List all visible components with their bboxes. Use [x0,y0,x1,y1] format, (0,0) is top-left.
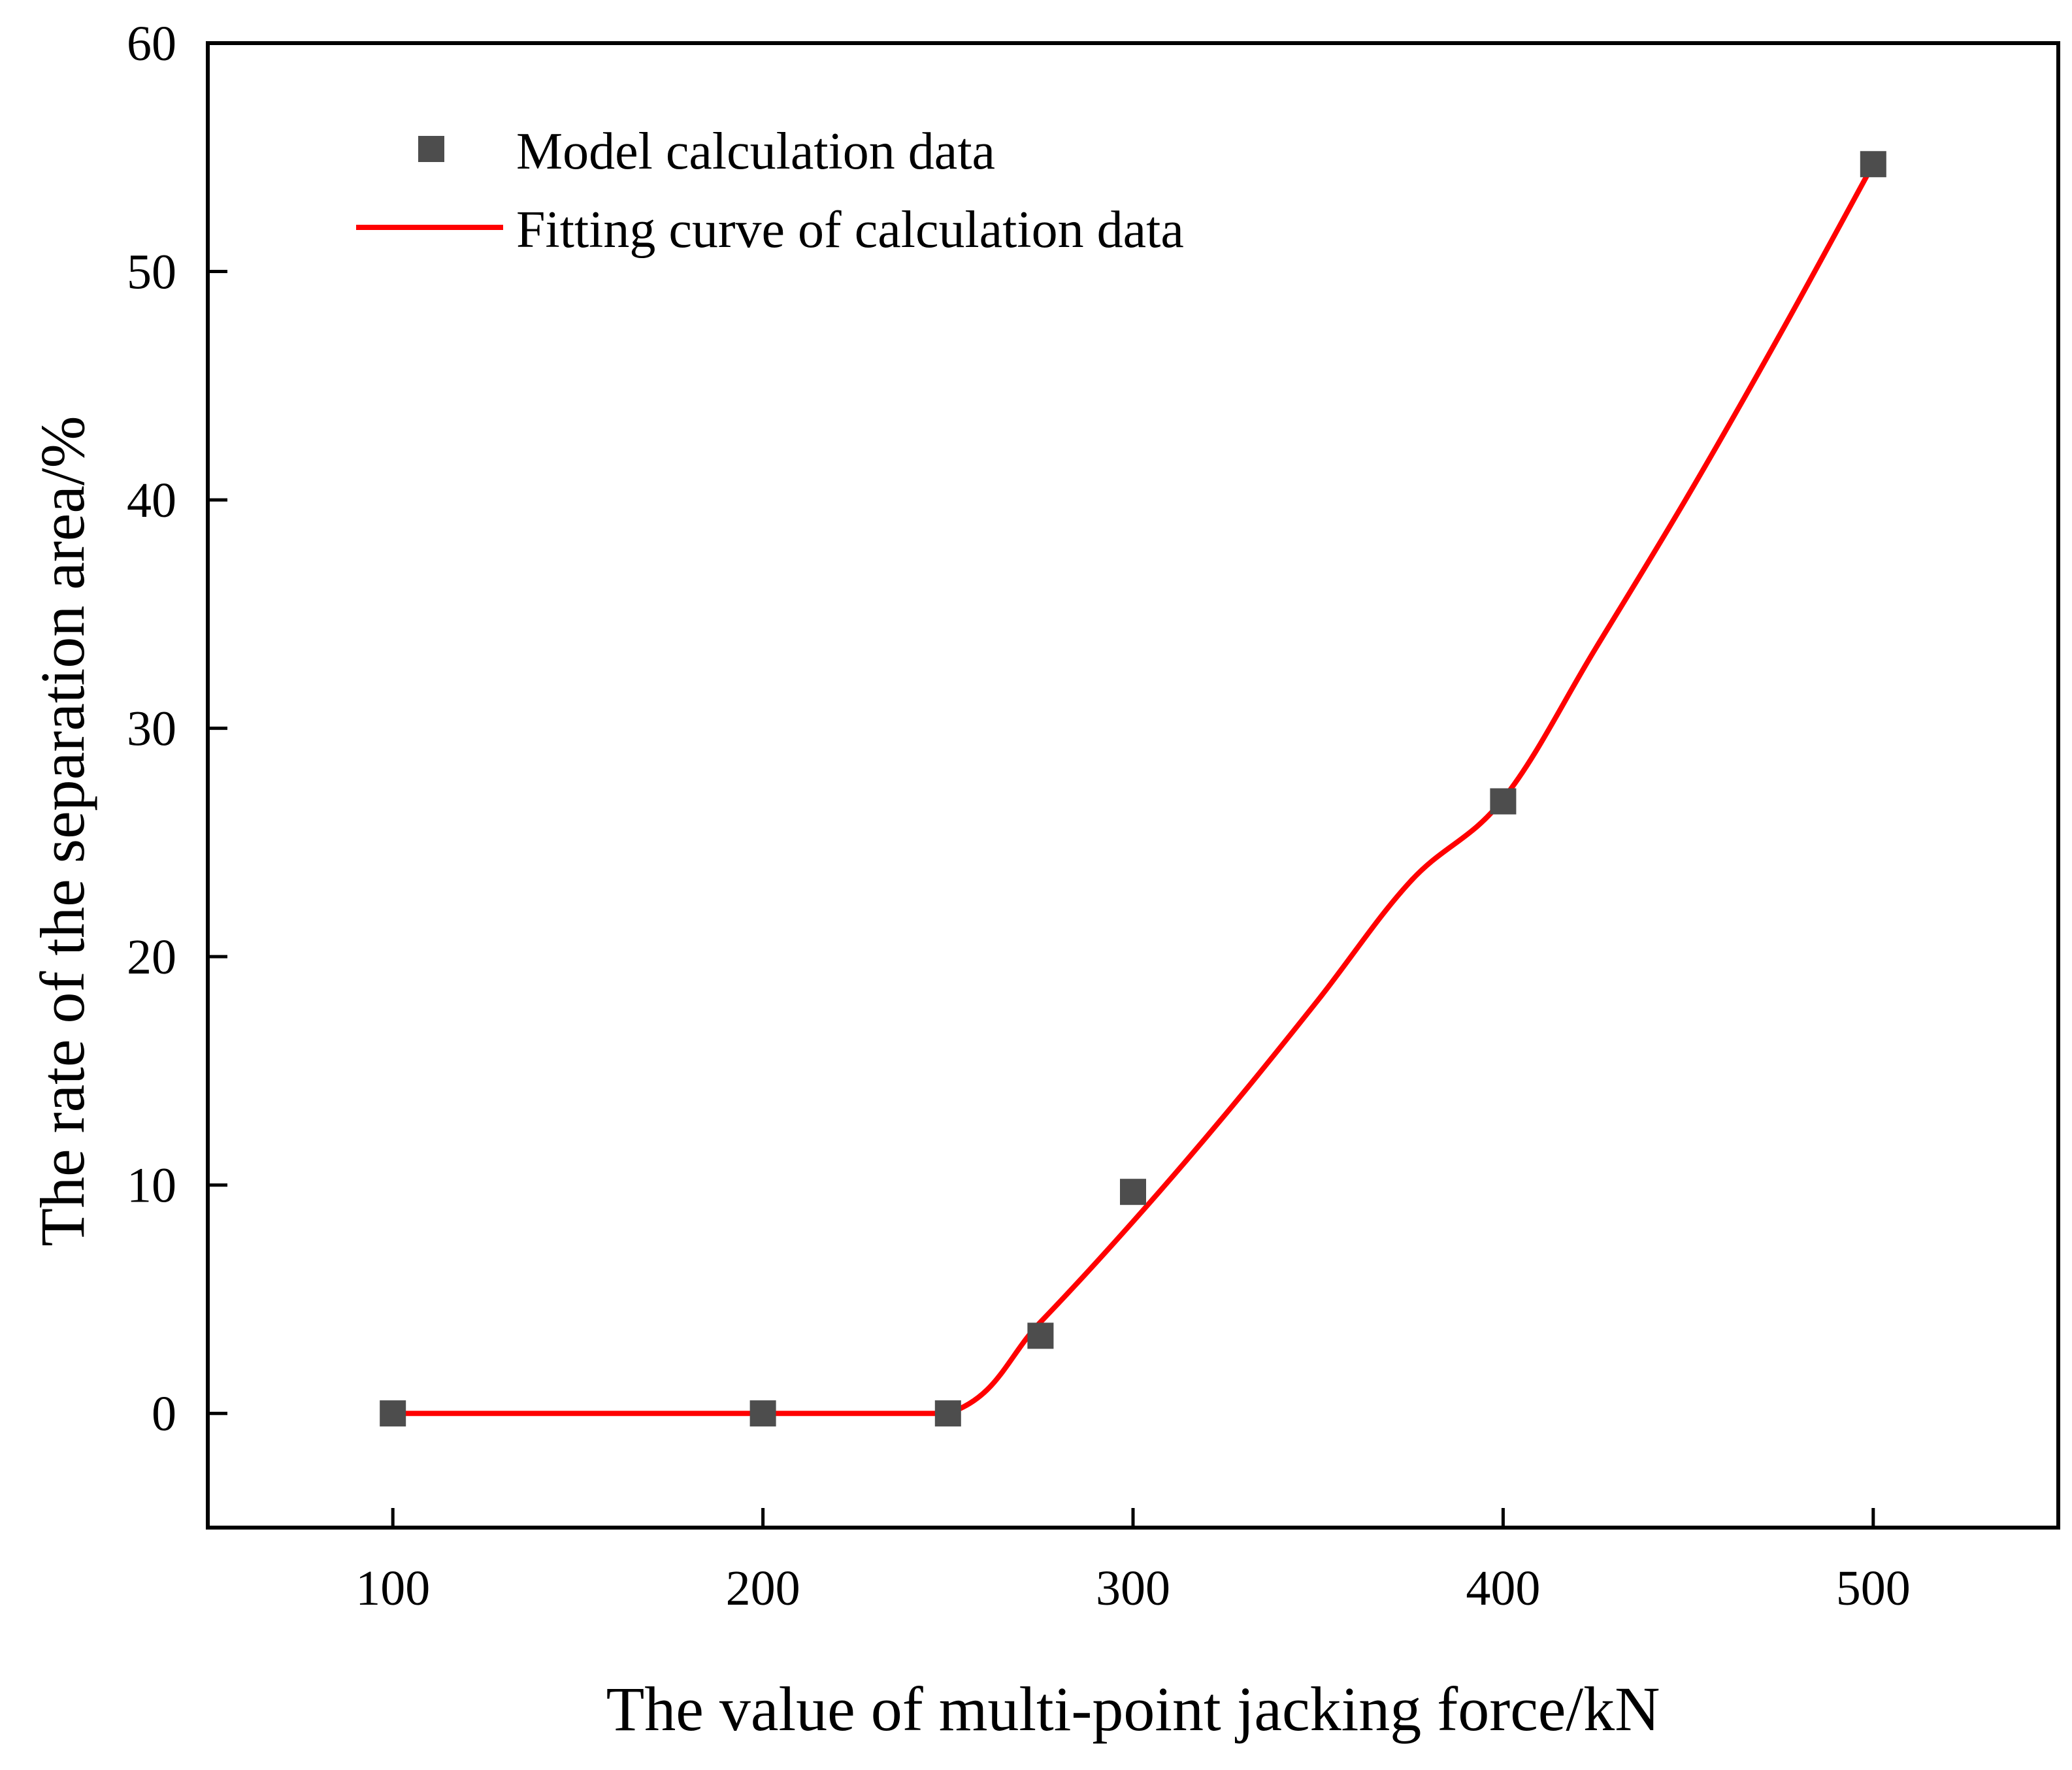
data-point [934,1400,961,1427]
series-layer [380,151,1886,1427]
x-tick-label: 300 [1096,1561,1170,1616]
legend-label-model-data: Model calculation data [516,123,995,180]
data-point [1860,151,1886,178]
y-tick-label: 50 [127,245,176,300]
data-point [1027,1322,1054,1349]
legend: Model calculation data Fitting curve of … [356,123,1184,259]
x-tick-label: 500 [1836,1561,1911,1616]
legend-label-fitting-curve: Fitting curve of calculation data [516,201,1184,259]
x-axis: 100 200 300 400 500 [355,1508,1911,1616]
y-axis: 0 10 20 30 40 50 60 [127,16,227,1441]
x-axis-label: The value of multi-point jacking force/k… [606,1674,1660,1744]
y-tick-label: 60 [127,16,176,71]
y-tick-label: 10 [127,1158,176,1213]
legend-marker-model-data [418,136,444,162]
y-tick-label: 40 [127,473,176,528]
data-point [1120,1179,1146,1205]
data-point [749,1400,776,1427]
y-tick-label: 20 [127,930,176,985]
data-point [380,1400,406,1427]
fitting-curve-line [393,163,1876,1417]
x-tick-label: 200 [726,1561,800,1616]
y-axis-label: The rate of the separation area/% [27,416,97,1246]
x-tick-label: 400 [1466,1561,1540,1616]
y-tick-label: 0 [152,1386,176,1441]
y-tick-label: 30 [127,702,176,757]
data-point [1490,788,1517,815]
x-tick-label: 100 [355,1561,430,1616]
